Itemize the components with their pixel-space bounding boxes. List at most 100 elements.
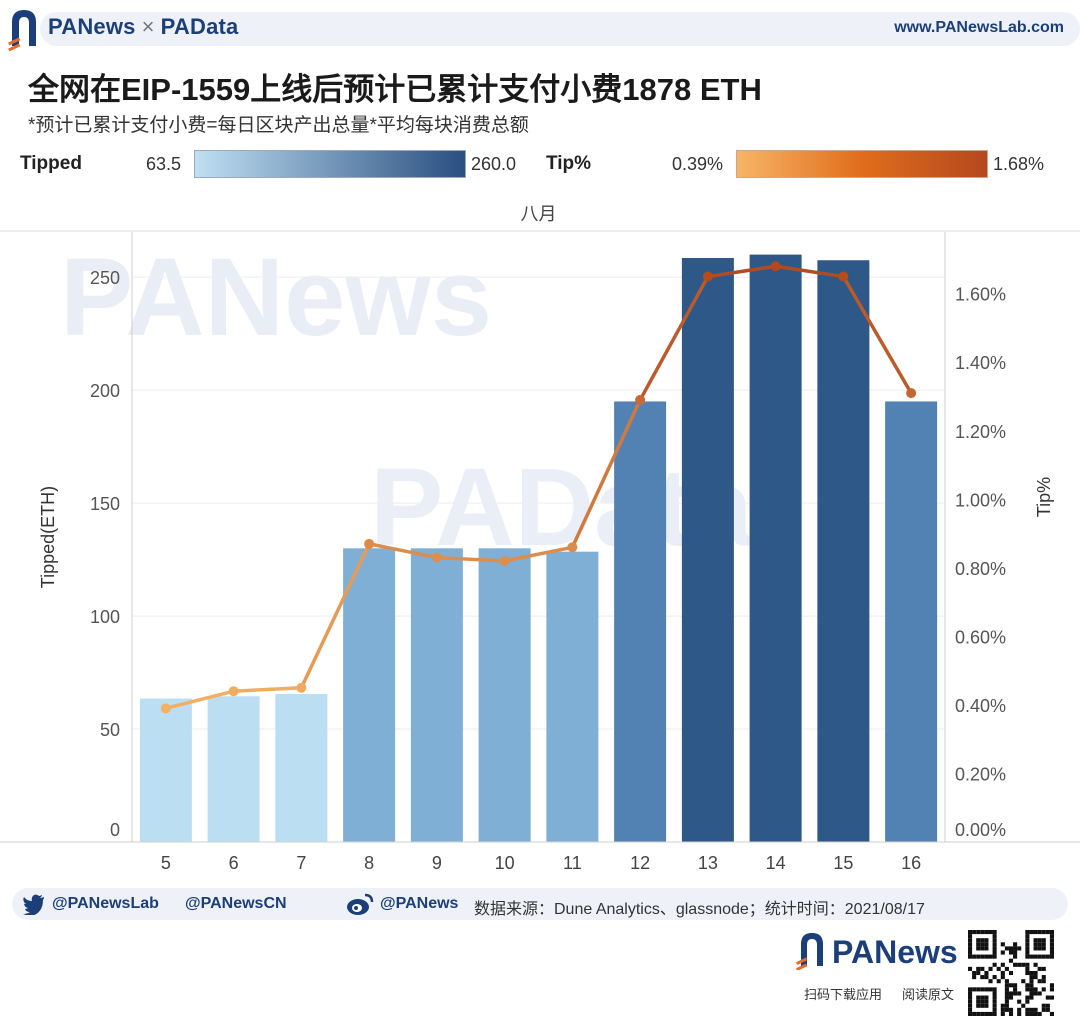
panews-logo-icon	[8, 10, 36, 52]
legend-tipped-min: 63.5	[146, 154, 182, 174]
line-segment	[773, 264, 846, 279]
y2-axis-title: Tip%	[1034, 477, 1054, 517]
chart-line	[160, 261, 917, 714]
chart-grid	[0, 230, 1080, 730]
page-title: 全网在EIP-1559上线后预计已累计支付小费1878 ETH	[28, 72, 762, 107]
line-point	[499, 555, 510, 566]
line-segment	[299, 542, 371, 690]
bottom-caption-right[interactable]: 阅读原文	[902, 987, 955, 1002]
line-segment	[638, 274, 710, 402]
x-tick-label: 13	[698, 853, 718, 873]
bar	[614, 401, 667, 842]
legend-tipped-max: 260.0	[471, 154, 517, 174]
x-tick-label: 8	[364, 853, 374, 873]
footer-twitter-1[interactable]: @PANewsLab	[52, 895, 159, 912]
y2-tick-label: 0.60%	[955, 627, 1006, 647]
bar	[546, 551, 599, 842]
brand-left: PANews	[48, 14, 136, 39]
brand-title: PANews × PAData	[48, 14, 239, 40]
line-point	[228, 686, 239, 697]
bar	[343, 548, 396, 842]
line-point	[567, 542, 578, 553]
y-tick-label: 200	[90, 381, 120, 401]
brand-separator: ×	[141, 14, 155, 39]
y2-tick-label: 1.00%	[955, 490, 1006, 510]
y2-tick-label: 1.60%	[955, 285, 1006, 305]
bottom-logo-name: PANews	[832, 934, 958, 970]
line-point	[635, 394, 646, 405]
footer-weibo[interactable]: @PANews	[380, 895, 459, 912]
line-point	[296, 682, 307, 693]
chart-bars	[139, 254, 938, 843]
bar	[681, 257, 734, 843]
footer-twitter-2[interactable]: @PANewsCN	[185, 895, 287, 912]
y2-tick-label: 0.40%	[955, 696, 1006, 716]
bar	[207, 696, 260, 842]
y2-tick-label: 1.40%	[955, 353, 1006, 373]
footer-bar	[12, 888, 1068, 920]
line-segment	[706, 264, 778, 279]
x-tick-label: 14	[766, 853, 786, 873]
line-segment	[841, 274, 913, 395]
twitter-icon	[23, 894, 44, 915]
line-point	[364, 538, 375, 549]
x-tick-label: 11	[563, 853, 582, 873]
line-segment	[502, 545, 575, 563]
header-bar: PANews × PAData www.PANewsLab.com	[0, 0, 1080, 58]
line-point	[838, 271, 849, 282]
legend-tip-label: Tip%	[546, 153, 592, 174]
x-tick-label: 15	[833, 853, 853, 873]
line-point	[906, 388, 917, 399]
y-tick-label: 50	[100, 720, 120, 740]
y-tick-label: 100	[90, 607, 120, 627]
y2-tick-label: 0.00%	[955, 820, 1006, 840]
page-subtitle: *预计已累计支付小费=每日区块产出总量*平均每块消费总额	[28, 115, 529, 136]
watermark-1: PANews	[60, 236, 492, 359]
x-tick-label: 7	[296, 853, 306, 873]
line-point	[431, 552, 442, 563]
line-segment	[570, 398, 642, 550]
y2-tick-label: 0.80%	[955, 559, 1006, 579]
line-segment	[164, 689, 236, 711]
y-tick-label: 150	[90, 494, 120, 514]
y-axis-title: Tipped(ETH)	[38, 486, 58, 588]
y2-tick-label: 0.20%	[955, 764, 1006, 784]
y-tick-label: 250	[90, 268, 120, 288]
brand-right: PAData	[160, 14, 239, 39]
panews-bottom-logo-icon	[796, 933, 823, 970]
x-tick-label: 16	[901, 853, 921, 873]
x-tick-label: 10	[495, 853, 515, 873]
legend-tipped-gradient	[194, 150, 466, 178]
bar	[478, 548, 531, 842]
x-tick-label: 5	[161, 853, 171, 873]
footer-source: 数据来源：Dune Analytics、glassnode；统计时间：2021/…	[474, 901, 925, 918]
qr-code-icon[interactable]	[968, 930, 1054, 1016]
bar	[749, 254, 802, 842]
line-point	[702, 271, 713, 282]
line-point	[770, 261, 781, 272]
bar	[410, 548, 463, 842]
x-tick-label: 6	[229, 853, 239, 873]
line-point	[160, 703, 171, 714]
line-segment	[435, 555, 507, 563]
bar	[139, 698, 192, 842]
line-segment	[367, 542, 439, 560]
header-pill	[40, 12, 1080, 46]
legend-tipped-label: Tipped	[20, 153, 82, 174]
legend-tip-gradient	[736, 150, 988, 178]
bottom-caption-left: 扫码下载应用	[804, 987, 883, 1002]
site-url[interactable]: www.PANewsLab.com	[894, 19, 1064, 36]
bar	[885, 401, 938, 842]
weibo-icon	[347, 893, 374, 915]
x-tick-label: 9	[432, 853, 442, 873]
line-segment	[231, 686, 304, 693]
column-header: 八月	[521, 204, 557, 224]
legend-tip-min: 0.39%	[672, 154, 724, 174]
bar	[275, 694, 328, 842]
y2-tick-label: 1.20%	[955, 422, 1006, 442]
y-tick-label: 0	[110, 820, 120, 840]
legend-tip-max: 1.68%	[993, 154, 1045, 174]
x-tick-label: 12	[630, 853, 650, 873]
bar	[817, 260, 870, 842]
